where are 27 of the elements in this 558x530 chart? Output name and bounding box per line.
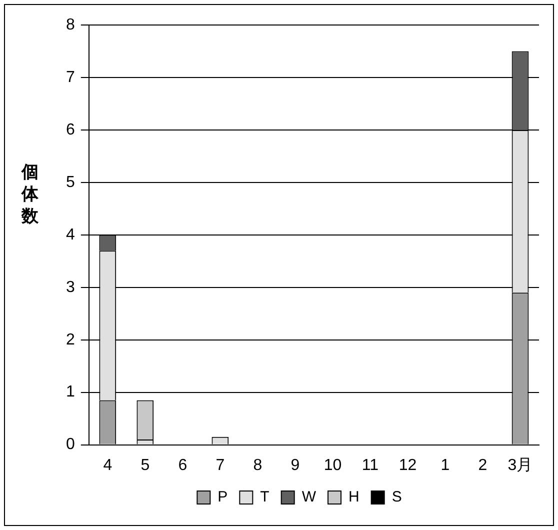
legend-label: T xyxy=(260,488,270,506)
x-tick-label: 11 xyxy=(362,456,379,474)
x-tick-label: 8 xyxy=(253,456,262,474)
y-tick-label: 7 xyxy=(66,68,75,86)
x-tick-label: 3月 xyxy=(508,456,533,474)
x-tick-label: 12 xyxy=(398,456,417,474)
x-tick-label: 10 xyxy=(324,456,342,474)
x-tick-label: 6 xyxy=(178,456,188,474)
legend-label: P xyxy=(218,488,228,506)
x-tick-label: 9 xyxy=(290,456,300,474)
legend-label: W xyxy=(302,488,317,506)
x-tick-label: 5 xyxy=(140,456,150,474)
y-tick-label: 1 xyxy=(66,384,75,401)
x-tick-label: 1 xyxy=(440,456,450,474)
x-tick-label: 2 xyxy=(478,456,488,474)
y-axis-title: 個体数 xyxy=(20,162,40,226)
legend-label: H xyxy=(348,488,360,506)
y-tick-label: 2 xyxy=(66,331,75,348)
y-tick-label: 3 xyxy=(66,278,75,296)
legend-label: S xyxy=(392,488,402,506)
y-tick-label: 0 xyxy=(66,436,75,454)
y-tick-label: 6 xyxy=(66,121,75,138)
y-tick-label: 5 xyxy=(66,174,75,191)
x-tick-label: 7 xyxy=(216,456,225,474)
y-tick-label: 8 xyxy=(66,16,75,34)
y-tick-label: 4 xyxy=(66,226,75,244)
x-tick-label: 4 xyxy=(103,456,112,474)
